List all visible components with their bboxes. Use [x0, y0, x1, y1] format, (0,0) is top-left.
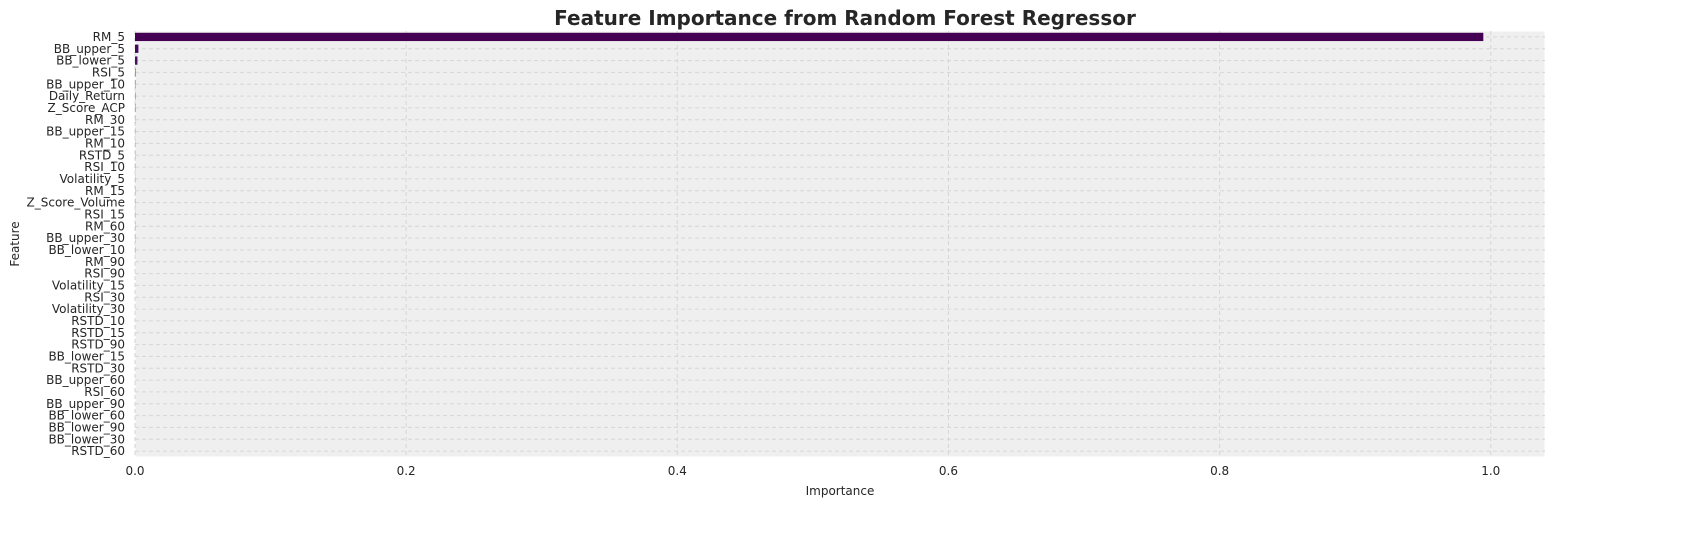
y-tick-label: RSI_10: [84, 160, 125, 174]
x-tick-labels: 0.0 0.2 0.4 0.6 0.8 1.0: [125, 464, 1500, 478]
y-tick-label: Volatility_15: [52, 278, 125, 292]
x-tick-label: 0.8: [1210, 464, 1229, 478]
x-tick-label: 0.0: [125, 464, 144, 478]
y-tick-label: BB_lower_90: [48, 420, 125, 434]
x-tick-label: 0.4: [668, 464, 687, 478]
y-tick-label: RSI_90: [84, 267, 125, 281]
y-tick-label: RM_10: [85, 136, 125, 150]
y-tick-label: RM_90: [85, 255, 125, 269]
y-tick-label: RSTD_30: [71, 361, 125, 375]
y-tick-label: BB_lower_10: [48, 243, 125, 257]
y-tick-label: RSI_15: [84, 207, 125, 221]
y-tick-label: BB_lower_15: [48, 349, 125, 363]
y-tick-label: BB_upper_15: [46, 125, 125, 139]
y-tick-label: RSI_30: [84, 290, 125, 304]
y-tick-label: BB_upper_90: [46, 397, 125, 411]
y-tick-label: RM_15: [85, 184, 125, 198]
y-tick-label: RM_5: [93, 30, 125, 44]
grid-lines: [134, 31, 1545, 457]
x-tick-label: 0.2: [397, 464, 416, 478]
x-tick-label: 0.6: [939, 464, 958, 478]
y-tick-label: RSTD_60: [71, 444, 125, 458]
x-axis-label: Importance: [806, 484, 875, 498]
y-tick-label: RSTD_15: [71, 326, 125, 340]
y-tick-label: Z_Score_Volume: [27, 196, 125, 210]
plot-area: [134, 30, 1546, 458]
chart-title: Feature Importance from Random Forest Re…: [554, 6, 1136, 30]
y-tick-label: RM_60: [85, 219, 125, 233]
y-tick-label: BB_lower_60: [48, 409, 125, 423]
y-tick-label: Z_Score_ACP: [48, 101, 125, 115]
y-tick-label: RSI_5: [92, 65, 125, 79]
y-tick-label: BB_upper_5: [54, 42, 125, 56]
y-tick-label: Daily_Return: [49, 89, 125, 103]
y-tick-label: RM_30: [85, 113, 125, 127]
bar-bb-lower-5: [135, 56, 138, 65]
y-tick-labels: RM_5BB_upper_5BB_lower_5RSI_5BB_upper_10…: [27, 30, 125, 458]
y-tick-label: Volatility_30: [52, 302, 125, 316]
y-axis-label: Feature: [8, 221, 22, 266]
bars: [135, 32, 1484, 255]
y-tick-label: RSTD_10: [71, 314, 125, 328]
y-tick-label: BB_upper_10: [46, 77, 125, 91]
y-tick-label: BB_upper_60: [46, 373, 125, 387]
bar-bb-upper-5: [135, 44, 139, 53]
y-tick-label: BB_lower_30: [48, 432, 125, 446]
y-tick-label: RSTD_5: [79, 148, 125, 162]
x-tick-label: 1.0: [1481, 464, 1500, 478]
y-tick-label: RSTD_90: [71, 338, 125, 352]
y-tick-label: Volatility_5: [60, 172, 125, 186]
y-tick-label: RSI_60: [84, 385, 125, 399]
bar-rm-5: [135, 32, 1484, 42]
y-tick-label: BB_upper_30: [46, 231, 125, 245]
y-tick-label: BB_lower_5: [56, 54, 125, 68]
